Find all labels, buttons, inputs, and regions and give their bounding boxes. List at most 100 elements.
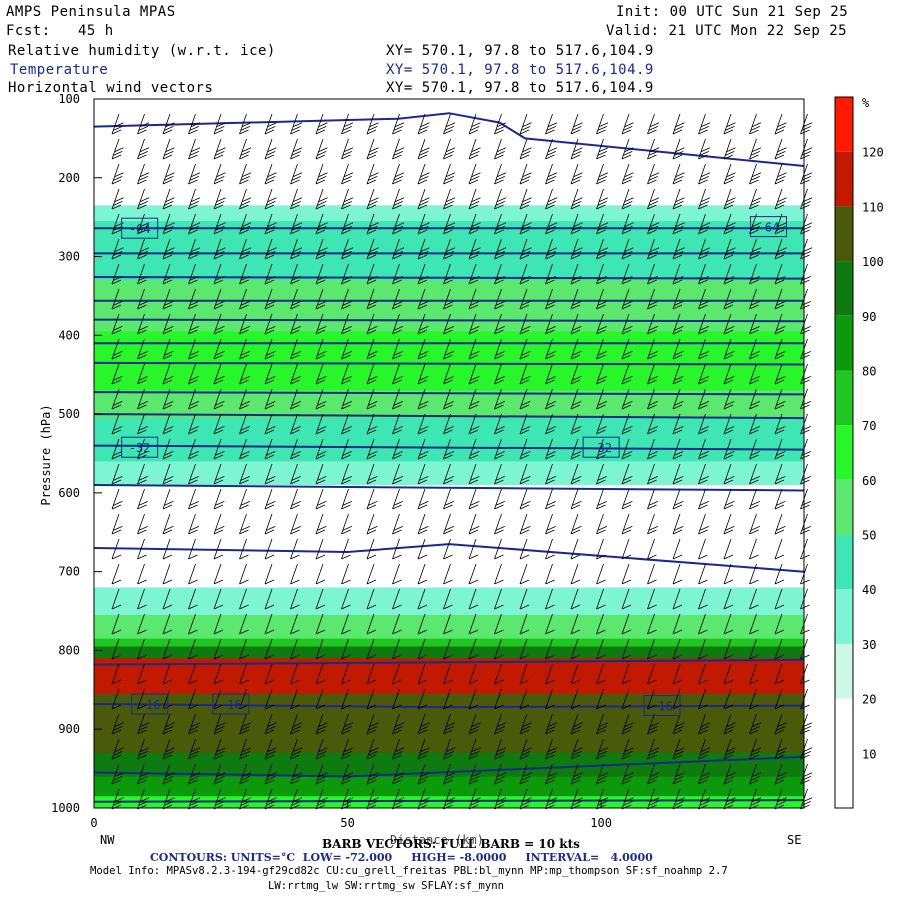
isotherm-label: -32 (590, 441, 612, 455)
wind-barb (213, 688, 224, 710)
wind-barb (341, 713, 354, 735)
wind-barb (443, 488, 454, 510)
wind-barb (366, 738, 379, 760)
wind-barb (290, 313, 301, 335)
wind-barb (417, 538, 428, 560)
wind-barb (774, 438, 786, 460)
wind-barb (264, 463, 276, 485)
wind-barb (111, 388, 123, 410)
wind-barb (366, 663, 377, 685)
wind-barb (443, 463, 454, 485)
wind-barb (443, 638, 453, 660)
wind-barb (213, 263, 225, 285)
wind-barb (570, 463, 582, 485)
wind-barb (468, 363, 480, 385)
colorbar-swatch (835, 315, 853, 371)
wind-barb (545, 613, 555, 635)
wind-barb (519, 188, 532, 210)
wind-barb (443, 763, 456, 785)
wind-barb (545, 738, 558, 760)
x-axis-label: Distance (km) (390, 833, 484, 847)
wind-barb (111, 313, 123, 335)
wind-barb (443, 413, 454, 435)
wind-barb (468, 563, 479, 585)
wind-barb (698, 288, 709, 310)
wind-barb (672, 188, 685, 210)
wind-barb (213, 288, 225, 310)
wind-barb (519, 513, 531, 535)
wind-barb (213, 663, 224, 685)
wind-barb (621, 263, 633, 285)
wind-barb (188, 113, 201, 135)
wind-barb (111, 613, 122, 635)
wind-barb (341, 113, 354, 135)
wind-barb (213, 538, 224, 560)
barb-legend: BARB VECTORS: FULL BARB = 10 kts (322, 837, 580, 851)
wind-barb (647, 238, 660, 260)
wind-barb (647, 763, 660, 785)
wind-barb (621, 213, 634, 235)
y-tick-label: 400 (58, 328, 80, 342)
wind-barb (494, 663, 504, 685)
wind-barb (647, 463, 658, 485)
wind-barb (519, 613, 530, 635)
wind-barb (213, 513, 225, 535)
isotherm-label-box (131, 693, 169, 715)
wind-barb (188, 713, 201, 735)
wind-barb (698, 213, 711, 235)
wind-barb (111, 463, 123, 485)
wind-barb (443, 438, 454, 460)
wind-barb (290, 763, 303, 785)
colorbar-swatch (835, 261, 853, 316)
wind-barb (647, 388, 658, 410)
wind-barb (570, 638, 581, 660)
wind-barb (239, 688, 249, 710)
wind-barb (468, 763, 481, 785)
wind-barb (162, 513, 174, 535)
wind-barb (239, 488, 250, 510)
wind-barb (392, 263, 403, 285)
wind-barb (621, 613, 632, 635)
wind-barb (162, 413, 174, 435)
wind-barb (366, 388, 378, 410)
y-axis-ticks: 100 200 300 400 500 600 700 800 900 1000 (51, 92, 102, 815)
wind-barb (749, 138, 762, 160)
wind-barb (188, 688, 198, 710)
wind-barb (188, 563, 198, 585)
wind-barb (672, 363, 684, 385)
wind-barb (647, 788, 660, 810)
wind-barb (800, 138, 813, 160)
colorbar-swatch (835, 206, 853, 262)
wind-barb (417, 113, 430, 135)
wind-barb (341, 538, 351, 560)
wind-barb (290, 588, 300, 610)
wind-barb (264, 388, 276, 410)
wind-barb (672, 213, 685, 235)
wind-barb (774, 363, 786, 385)
wind-barb (137, 763, 150, 785)
wind-barb (137, 388, 148, 410)
y-tick-label: 600 (58, 486, 80, 500)
colorbar-label: 10 (862, 747, 876, 761)
wind-barb (162, 338, 174, 360)
wind-barb (596, 238, 609, 260)
wind-barb (443, 388, 454, 410)
wind-barb (672, 388, 684, 410)
wind-barb (468, 713, 481, 735)
wind-barb (621, 363, 633, 385)
wind-barb (417, 163, 430, 185)
wind-barb (468, 388, 480, 410)
wind-barb (723, 338, 735, 360)
wind-barb (264, 188, 277, 210)
colorbar-swatch (835, 643, 853, 699)
wind-barb (494, 413, 505, 435)
wind-barb (417, 738, 430, 760)
wind-barb (647, 638, 657, 660)
wind-barb (468, 463, 480, 485)
wind-barb (188, 738, 201, 760)
wind-barb (162, 713, 175, 735)
wind-barb (596, 388, 607, 410)
isotherm-label-box (582, 436, 620, 458)
wind-barb (723, 313, 735, 335)
y-tick-label: 300 (58, 250, 80, 264)
